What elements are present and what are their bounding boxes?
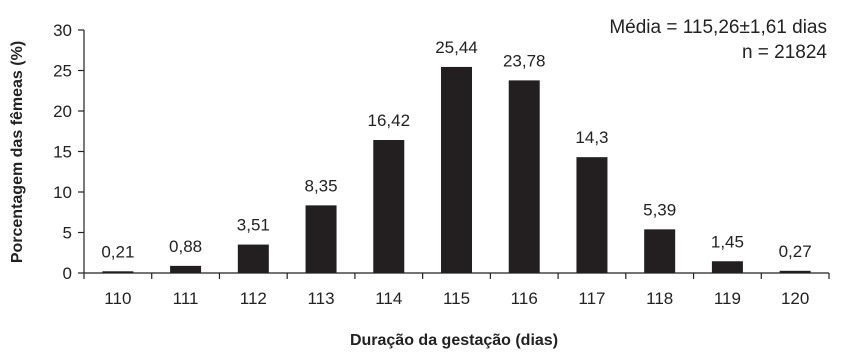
data-label-113: 8,35 <box>304 176 337 195</box>
data-label-116: 23,78 <box>503 51 546 70</box>
mean-annotation: Média = 115,26±1,61 dias <box>609 17 827 38</box>
y-axis-ticks: 0 5 10 15 20 25 30 <box>53 21 84 283</box>
data-label-110: 0,21 <box>101 242 134 261</box>
x-tick-label: 117 <box>578 289 605 308</box>
x-tick-label: 119 <box>714 289 741 308</box>
data-label-111: 0,88 <box>169 237 202 256</box>
bar-120 <box>779 270 811 273</box>
data-label-114: 16,42 <box>367 111 410 130</box>
bar-118 <box>644 229 676 273</box>
bar-113 <box>305 205 337 273</box>
bar-115 <box>441 66 472 273</box>
data-labels-group: 0,21 0,88 3,51 8,35 16,42 25,44 23,78 14,3 5,39 1… <box>101 38 811 261</box>
bar-117 <box>576 157 608 273</box>
x-tick-label: 113 <box>307 289 334 308</box>
x-tick-label: 115 <box>443 289 470 308</box>
y-tick-label: 10 <box>53 183 72 202</box>
data-label-120: 0,27 <box>779 242 812 261</box>
bar-119 <box>711 261 743 273</box>
bar-116 <box>508 80 540 274</box>
data-label-119: 1,45 <box>711 232 744 251</box>
x-axis-title: Duração da gestação (dias) <box>350 332 558 349</box>
bar-111 <box>170 265 202 273</box>
y-tick-label: 30 <box>53 21 72 40</box>
x-tick-label: 111 <box>173 289 199 308</box>
bar-114 <box>373 139 405 273</box>
x-tick-label: 120 <box>781 289 809 308</box>
y-tick-label: 15 <box>53 143 72 162</box>
y-axis-title: Porcentagem das fêmeas (%) <box>9 41 26 263</box>
x-tick-label: 116 <box>511 289 538 308</box>
bar-110 <box>102 271 134 273</box>
y-tick-label: 25 <box>53 62 72 81</box>
bar-112 <box>237 244 269 273</box>
y-tick-label: 20 <box>53 102 72 121</box>
x-tick-label: 118 <box>646 289 673 308</box>
data-label-112: 3,51 <box>237 216 270 235</box>
sample-size-annotation: n = 21824 <box>742 42 827 63</box>
x-axis-ticks: 110 111 112 113 114 115 116 117 118 119 120 <box>83 273 830 308</box>
y-tick-label: 5 <box>63 224 72 243</box>
data-label-118: 5,39 <box>643 200 676 219</box>
y-tick-label: 0 <box>63 264 72 283</box>
x-tick-label: 110 <box>104 289 131 308</box>
x-tick-label: 114 <box>375 289 402 308</box>
x-tick-label: 112 <box>240 289 267 308</box>
bars-group <box>102 66 811 274</box>
data-label-117: 14,3 <box>575 128 608 147</box>
data-label-115: 25,44 <box>435 38 478 57</box>
